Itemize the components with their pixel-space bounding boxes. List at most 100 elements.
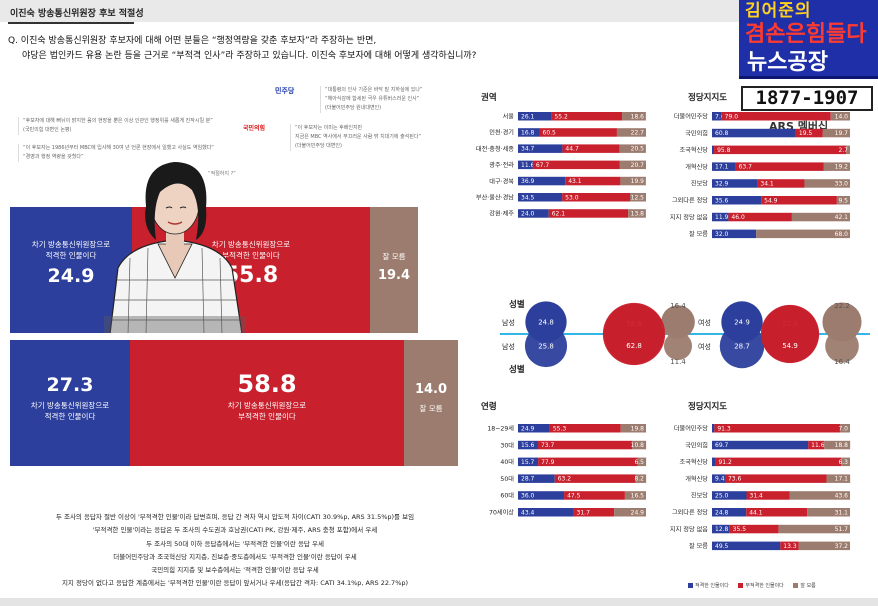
survey-question: Q. 이진숙 방송통신위원장 후보자에 대해 어떤 분들은 “행정역량을 갖춘 … [8,34,608,64]
bar-segment [841,457,850,467]
data-label: 13.3 [783,543,797,550]
category-label: 잘 모름 [689,542,708,550]
data-label: 42.1 [835,214,849,221]
bar-segment [518,457,539,467]
bar-segment [823,162,850,171]
quote-2-text: “이 후보자는 1986년부터 MBC에 입사해 30여 년 언론 현장에서 일… [23,145,214,151]
party-label-ppp: 국민의힘 [243,125,266,132]
category-label: 지지 정당 없음 [670,213,708,221]
data-label: 19.9 [631,178,645,185]
category-label: 더불어민주당 [674,113,708,121]
category-label: 부산·울산·경남 [476,194,514,202]
bar-segment [637,457,647,467]
data-label: 36.9 [521,178,535,185]
ars-dk-value: 14.0 [414,382,448,397]
gender-bubble [661,305,695,339]
data-label: 55.3 [553,425,567,432]
bar-segment [714,424,841,433]
data-label: 54.9 [764,197,778,204]
bar-segment [746,508,808,517]
bar-segment [778,524,850,534]
bar-segment [619,160,646,170]
ars-dk-label: 잘 모름 [419,404,443,413]
data-label: 19.5 [799,130,813,137]
bar-segment [804,179,850,188]
bar-segment [789,491,850,500]
data-label: 32.0 [715,231,729,238]
bar-segment [614,508,646,517]
bar-segment [724,474,827,483]
bar-segment [712,440,809,450]
bar-segment [573,508,615,517]
data-label: 13.8 [631,211,645,218]
gender-title-cati: 성별 [509,300,525,310]
logo-line-2: 겸손은힘들다 [745,22,867,47]
category-label: 그외다른 정당 [672,197,708,205]
data-label: 34.5 [521,194,535,201]
summary-line: 더불어민주당과 조국혁신당 지지층, 진보층·중도층에서도 '부적격한 인물'이… [113,552,357,561]
data-label: 31.4 [750,493,764,500]
bar-segment [712,524,730,534]
bar-segment [635,474,647,483]
legend-fit-swatch [688,583,693,588]
data-label: 32.9 [715,181,729,188]
bar-segment [729,524,779,534]
data-label: 35.6 [715,197,729,204]
bar-segment [564,491,625,500]
chart-legend: 적격한 인물이다 부적격한 인물이다 잘 모름 [680,582,816,589]
phone-number: 1877-1907 [741,86,873,111]
cati-dk-bar: 잘 모름 19.4 [370,207,418,334]
data-label: 11.9 [715,214,729,221]
category-label: 국민의힘 [685,441,708,449]
bar-segment [538,457,638,467]
bubble-note: “적절하지 ?” [208,171,236,177]
data-label: 24.8 [715,509,729,516]
gender-label: 여성 [698,318,711,327]
category-label: 개혁신당 [685,475,708,483]
data-label: 17.1 [835,476,849,483]
gender-value: 54.9 [782,342,798,350]
gender-value: 11.4 [670,358,686,366]
category-label: 60대 [500,492,514,500]
data-label: 7.0 [715,113,725,120]
bar-segment [746,491,790,500]
ars-fit-bar: 27.3 차기 방송통신위원장으로 적격한 인물이다 [10,340,130,466]
data-label: 63.2 [558,476,572,483]
data-label: 15.6 [521,442,535,449]
quote-4-text: “이 후보자는 이미는 후배인지만 [295,125,363,131]
bar-segment [622,112,646,121]
quote-2-source: “경영과 행정 역량을 갖췄다” [23,154,84,160]
summary-line: 국민의힘 지지층 및 보수층에서는 '적격한 인물'이란 응답 우세 [151,566,319,575]
data-label: 62.1 [552,211,566,218]
gender-label: 남성 [502,318,515,327]
data-label: 47.5 [567,493,581,500]
data-label: 9.5 [838,197,848,204]
ars-unfit-value: 58.8 [237,370,297,398]
bar-segment [840,424,850,433]
data-label: 19.8 [631,425,645,432]
bar-segment [712,179,758,188]
ars-unfit-label: 차기 방송통신위원장으로 부적격한 인물이다 [227,401,307,421]
bar-segment [532,160,620,170]
bar-segment [822,128,850,138]
bar-segment [628,209,646,218]
data-label: 43.1 [568,178,582,185]
bar-segment [551,112,623,121]
data-label: 53.0 [565,194,579,201]
gender-bubble [524,324,568,368]
data-label: 36.0 [521,493,535,500]
bar-segment [562,144,620,153]
ars-unfit-bar: 58.8 차기 방송통신위원장으로 부적격한 인물이다 [130,340,404,466]
gender-value: 24.9 [734,319,750,327]
category-label: 18~29세 [487,425,514,433]
data-label: 91.3 [717,425,731,432]
data-label: 33.0 [835,181,849,188]
data-label: 2.7 [838,147,848,154]
bar-segment [619,144,646,153]
bar-segment [712,212,729,222]
question-line-1: Q. 이진숙 방송통신위원장 후보자에 대해 어떤 분들은 “행정역량을 갖춘 … [8,36,377,46]
bar-segment [826,474,851,483]
cati-dk-value: 19.4 [377,268,411,283]
bar-segment [807,508,850,517]
bar-segment [518,193,563,202]
